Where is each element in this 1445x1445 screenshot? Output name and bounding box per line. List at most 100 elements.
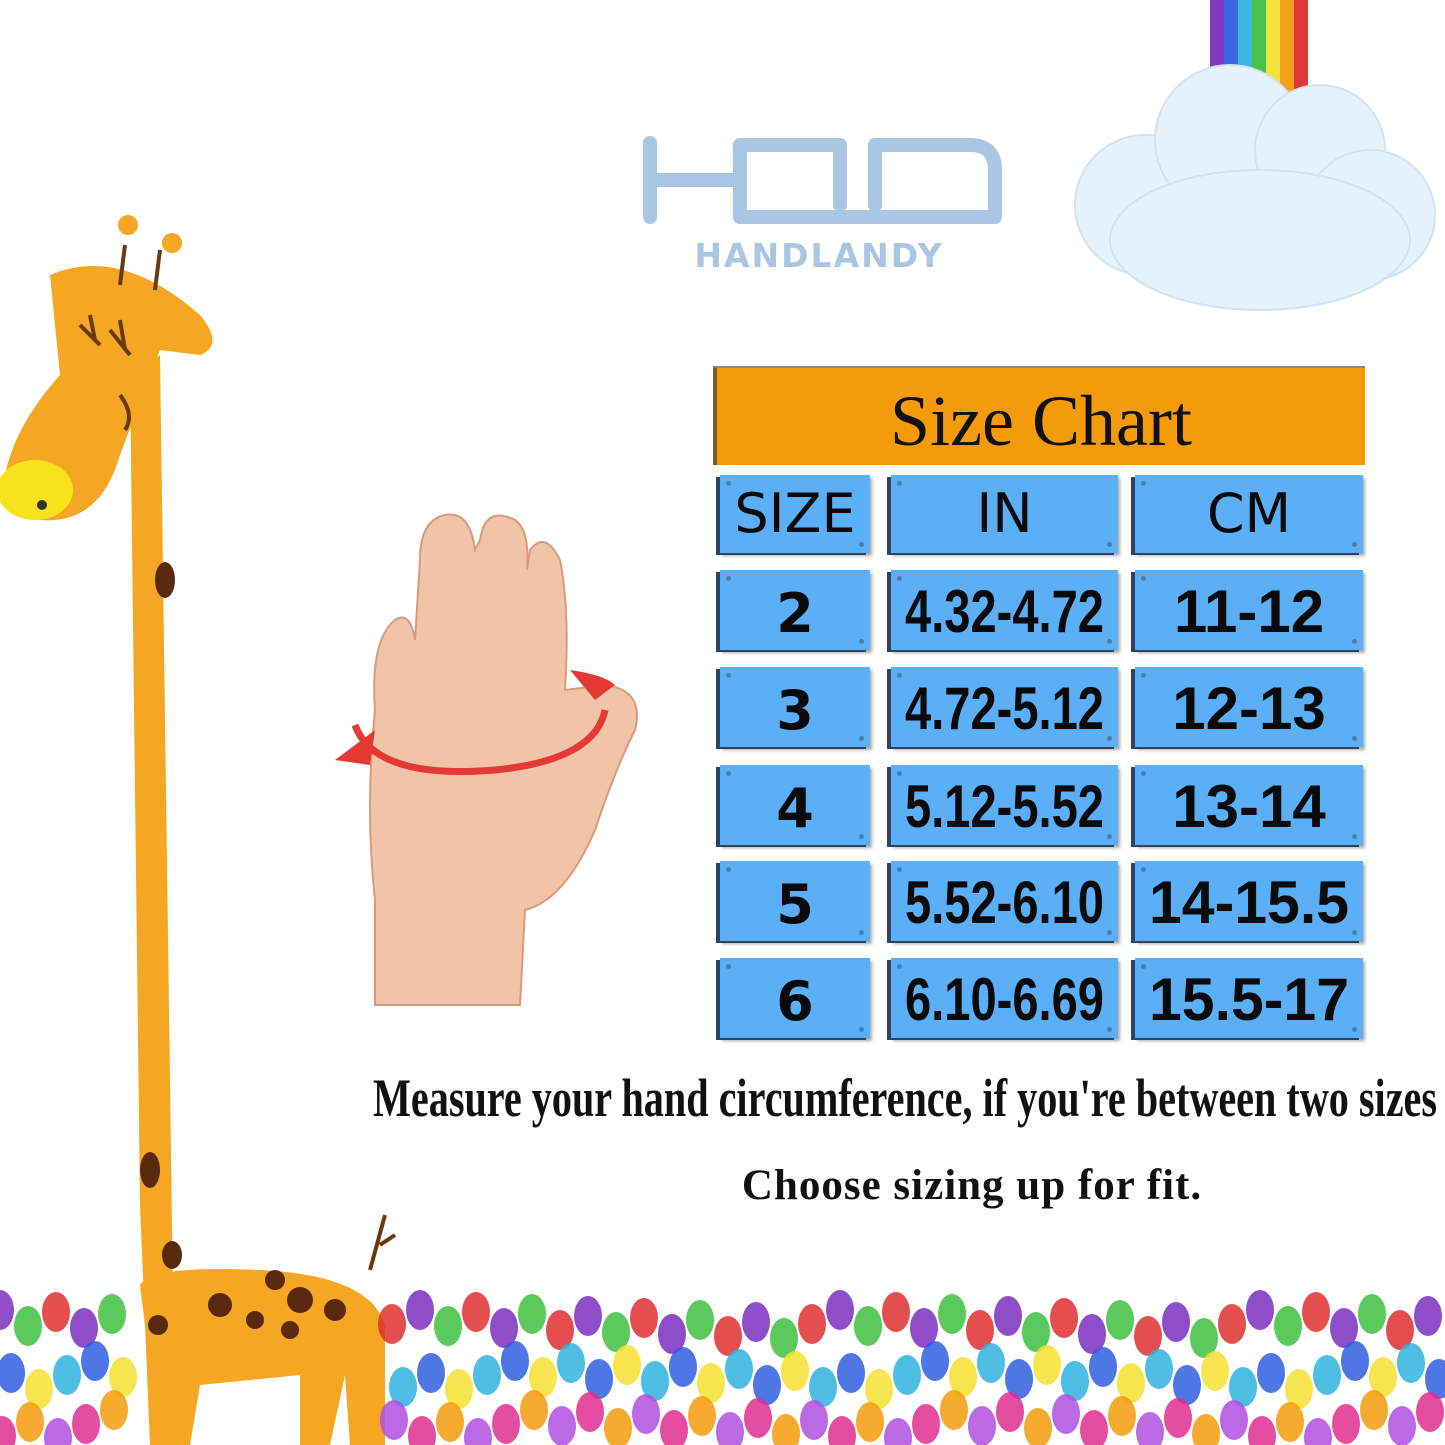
handprint-mark bbox=[406, 1290, 434, 1330]
colorful-handprints-border bbox=[0, 1290, 1445, 1445]
cell-text-wrapper: 15.5-17 bbox=[1149, 966, 1349, 1033]
handprint-mark bbox=[417, 1353, 445, 1393]
handprint-mark bbox=[658, 1314, 686, 1354]
handprint-mark bbox=[445, 1369, 473, 1409]
size-chart-value: 13-14 bbox=[1172, 773, 1326, 840]
size-chart-value: 4.72-5.12 bbox=[905, 675, 1104, 742]
row-2-size-cell: 3 bbox=[720, 667, 870, 747]
handprint-mark bbox=[473, 1355, 501, 1395]
handprint-mark bbox=[1134, 1316, 1162, 1356]
handprint-mark bbox=[546, 1310, 574, 1350]
handprint-mark bbox=[856, 1402, 884, 1442]
handprint-mark bbox=[641, 1361, 669, 1401]
handprint-mark bbox=[1397, 1343, 1425, 1383]
cell-text-wrapper: 13-14 bbox=[1172, 773, 1326, 840]
cell-text-wrapper: 6.10-6.69 bbox=[905, 966, 1104, 1033]
handprint-mark bbox=[464, 1418, 492, 1445]
handprint-mark bbox=[1246, 1290, 1274, 1330]
sizing-advice: Choose sizing up for fit. bbox=[741, 1162, 1203, 1209]
cell-text-wrapper: 4.32-4.72 bbox=[905, 578, 1104, 645]
handprint-mark bbox=[1341, 1341, 1369, 1381]
size-chart-value: 3 bbox=[776, 679, 814, 742]
cell-text-wrapper: 6 bbox=[776, 970, 814, 1033]
handprint-mark bbox=[910, 1308, 938, 1348]
cell-text-wrapper: 14-15.5 bbox=[1149, 869, 1349, 936]
handprint-mark bbox=[669, 1347, 697, 1387]
handprint-mark bbox=[770, 1318, 798, 1358]
size-chart-value: 4.32-4.72 bbox=[905, 578, 1104, 645]
handprint-mark bbox=[742, 1302, 770, 1342]
handprint-mark bbox=[557, 1343, 585, 1383]
handprint-mark bbox=[940, 1390, 968, 1430]
handprint-mark bbox=[893, 1355, 921, 1395]
handprint-mark bbox=[1274, 1306, 1302, 1346]
handprint-mark bbox=[109, 1357, 137, 1397]
handprint-mark bbox=[613, 1345, 641, 1385]
handprint-mark bbox=[1257, 1353, 1285, 1393]
handprint-mark bbox=[1416, 1392, 1444, 1432]
handprint-mark bbox=[688, 1396, 716, 1436]
hand-measure-photo bbox=[335, 513, 638, 1006]
handprint-mark bbox=[912, 1404, 940, 1444]
handprint-mark bbox=[1304, 1418, 1332, 1445]
handprint-mark bbox=[994, 1296, 1022, 1336]
cell-text-wrapper: 3 bbox=[776, 679, 814, 742]
row-4-inches-cell: 5.52-6.10 bbox=[891, 861, 1118, 941]
size-chart-value: 6 bbox=[776, 970, 814, 1033]
handprint-mark bbox=[884, 1418, 912, 1445]
handprint-mark bbox=[1108, 1396, 1136, 1436]
cell-text-wrapper: 5.52-6.10 bbox=[905, 869, 1104, 936]
handprint-mark bbox=[1024, 1408, 1052, 1445]
size-chart-value: 11-12 bbox=[1174, 578, 1324, 645]
handprint-mark bbox=[1276, 1402, 1304, 1442]
handprint-mark bbox=[53, 1355, 81, 1395]
handprint-mark bbox=[602, 1312, 630, 1352]
handprint-mark bbox=[16, 1402, 44, 1442]
handprint-mark bbox=[408, 1416, 436, 1445]
handprint-mark bbox=[1106, 1300, 1134, 1340]
handprint-mark bbox=[434, 1306, 462, 1346]
handprint-mark bbox=[1302, 1292, 1330, 1332]
handprint-mark bbox=[1117, 1363, 1145, 1403]
cell-text-wrapper: 11-12 bbox=[1174, 578, 1324, 645]
handprint-mark bbox=[576, 1392, 604, 1432]
size-chart-value: 15.5-17 bbox=[1149, 966, 1349, 1033]
handprint-mark bbox=[518, 1294, 546, 1334]
size-chart-value: 14-15.5 bbox=[1149, 869, 1349, 936]
handprint-mark bbox=[1313, 1355, 1341, 1395]
rainbow-cloud-illustration bbox=[1074, 0, 1436, 311]
size-chart-value: 12-13 bbox=[1172, 675, 1325, 742]
measure-instruction: Measure your hand circumference, if you'… bbox=[373, 1068, 1437, 1128]
handprint-mark bbox=[809, 1367, 837, 1407]
row-4-cm-cell: 14-15.5 bbox=[1135, 861, 1363, 941]
cell-text-wrapper: 2 bbox=[776, 582, 814, 645]
handprint-mark bbox=[604, 1408, 632, 1445]
handprint-mark bbox=[714, 1316, 742, 1356]
measure-instruction-wrapper: Measure your hand circumference, if you'… bbox=[373, 1068, 1437, 1128]
handprint-mark bbox=[1332, 1404, 1360, 1444]
handprint-mark bbox=[632, 1394, 660, 1434]
handprint-mark bbox=[1022, 1312, 1050, 1352]
handprint-mark bbox=[854, 1306, 882, 1346]
handprint-mark bbox=[1005, 1359, 1033, 1399]
handprint-mark bbox=[0, 1416, 16, 1445]
handlandy-logo-icon bbox=[643, 136, 1002, 224]
handprint-mark bbox=[1285, 1369, 1313, 1409]
header-cm-label: CM bbox=[1206, 482, 1292, 545]
handprint-mark bbox=[949, 1357, 977, 1397]
handprint-mark bbox=[798, 1304, 826, 1344]
row-1-size-cell: 2 bbox=[720, 570, 870, 650]
handprint-mark bbox=[772, 1414, 800, 1445]
handprint-mark bbox=[968, 1406, 996, 1445]
handprint-mark bbox=[1386, 1310, 1414, 1350]
handprint-mark bbox=[697, 1363, 725, 1403]
handprint-mark bbox=[1190, 1318, 1218, 1358]
handprint-mark bbox=[686, 1300, 714, 1340]
handprint-mark bbox=[977, 1343, 1005, 1383]
handprint-mark bbox=[0, 1290, 14, 1330]
brand-name: HANDLANDY bbox=[694, 236, 944, 275]
cell-text-wrapper: 4 bbox=[776, 777, 814, 840]
handprint-mark bbox=[389, 1367, 417, 1407]
header-in: IN bbox=[891, 475, 1118, 553]
handprint-mark bbox=[938, 1294, 966, 1334]
